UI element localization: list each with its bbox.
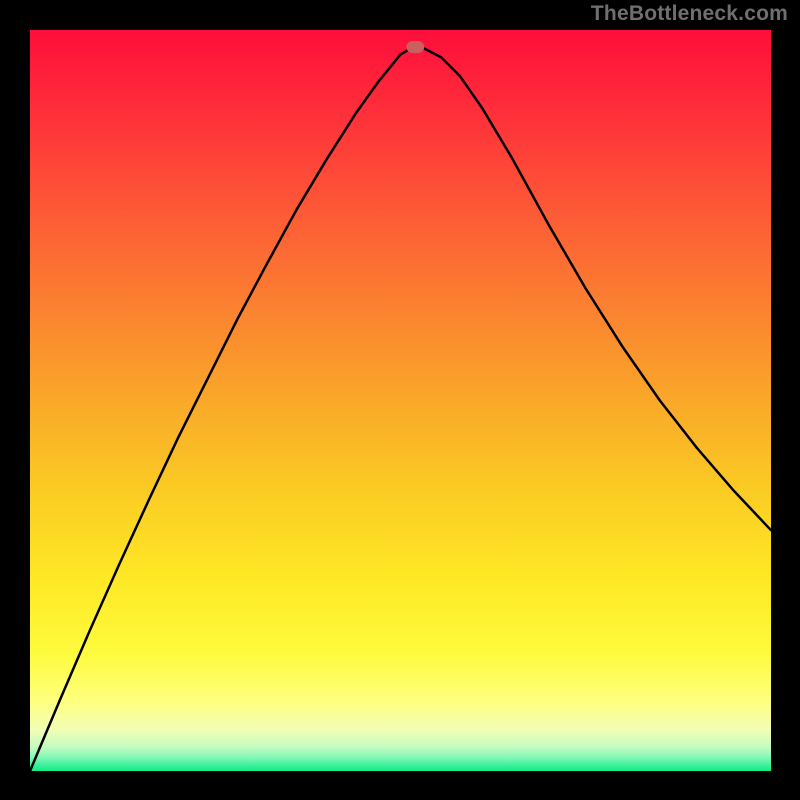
bottleneck-chart [30,30,771,771]
optimum-marker [406,41,424,53]
watermark-label: TheBottleneck.com [591,2,788,26]
chart-viewport: TheBottleneck.com [0,0,800,800]
